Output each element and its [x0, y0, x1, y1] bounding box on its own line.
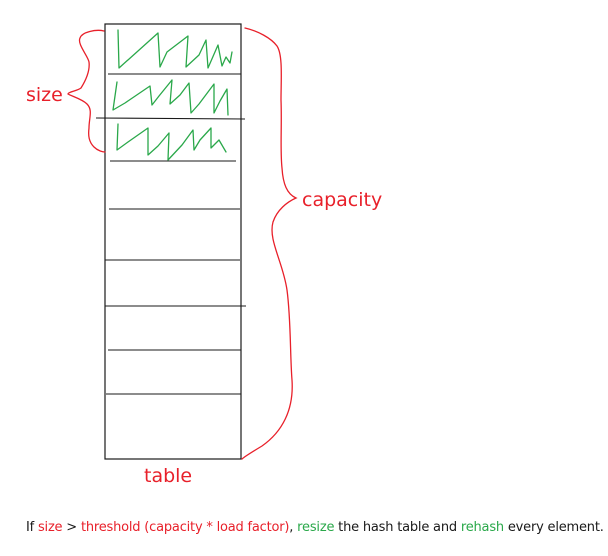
table-label: table [144, 465, 192, 487]
caption-threshold: threshold (capacity * load factor) [80, 520, 290, 535]
caption-comma: , [289, 520, 298, 535]
slot-dividers [95, 73, 246, 395]
capacity-label: capacity [302, 189, 382, 211]
caption-mid: the hash table and [334, 520, 461, 535]
caption-prefix: If [26, 520, 38, 535]
caption-suffix: every element. [503, 520, 604, 535]
caption-size: size [37, 520, 63, 535]
size-brace [67, 29, 106, 153]
caption-rehash: rehash [460, 520, 504, 535]
occupied-slot-scribble [116, 123, 227, 161]
table-outline [104, 23, 242, 460]
size-label: size [26, 84, 63, 106]
occupied-slot-scribble [117, 29, 233, 69]
caption-gt: > [62, 520, 81, 535]
capacity-brace [241, 27, 298, 460]
occupied-slot-scribble [112, 79, 229, 116]
caption: If size > threshold (capacity * load fac… [26, 520, 604, 535]
slot-divider [95, 117, 246, 120]
caption-resize: resize [297, 520, 335, 535]
occupied-slots [112, 29, 233, 161]
